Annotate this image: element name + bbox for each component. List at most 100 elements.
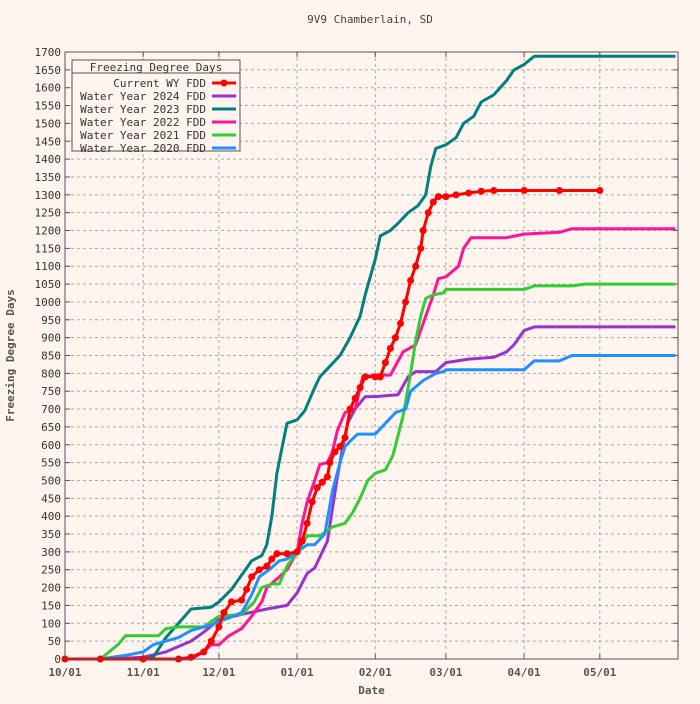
data-point	[227, 598, 235, 606]
data-point	[412, 262, 420, 270]
data-point	[371, 373, 379, 381]
data-point	[490, 187, 498, 195]
data-point	[273, 550, 281, 558]
data-point	[341, 434, 349, 442]
data-point	[318, 478, 326, 486]
plot-area: 0 50 100 150 200 250 300 350 400 450 500 550 600 650 7…	[35, 46, 679, 679]
y-tick-label: 750	[41, 385, 61, 398]
data-point	[442, 193, 450, 201]
data-point	[419, 227, 427, 235]
data-point	[429, 198, 437, 206]
data-point	[323, 473, 331, 481]
data-point	[452, 191, 460, 199]
data-point	[187, 653, 195, 661]
data-point	[361, 373, 369, 381]
data-point	[356, 384, 364, 392]
y-tick-label: 450	[41, 492, 61, 505]
y-tick-label: 150	[41, 599, 61, 612]
data-point	[220, 609, 228, 617]
x-tick-label: 12/01	[202, 666, 235, 679]
y-tick-label: 1050	[35, 278, 62, 291]
data-point	[243, 585, 251, 593]
data-point	[417, 244, 425, 252]
data-point	[351, 394, 359, 402]
x-tick-label: 01/01	[281, 666, 314, 679]
y-tick-label: 850	[41, 350, 61, 363]
y-tick-label: 1200	[35, 225, 62, 238]
data-point	[520, 187, 528, 195]
y-tick-label: 1150	[35, 242, 62, 255]
data-point	[477, 187, 485, 195]
y-tick-label: 300	[41, 546, 61, 559]
y-tick-label: 1500	[35, 117, 62, 130]
plot-frame	[64, 51, 679, 660]
legend-entry-label: Water Year 2024 FDD	[80, 90, 206, 103]
y-tick-label: 400	[41, 510, 61, 523]
series-water-year-2022-fdd	[65, 227, 676, 661]
legend-entry-label: Water Year 2021 FDD	[80, 129, 206, 142]
data-point	[376, 373, 384, 381]
data-point	[283, 550, 291, 558]
y-tick-label: 1450	[35, 135, 62, 148]
y-tick-label: 1300	[35, 189, 62, 202]
y-axis-label: Freezing Degree Days	[4, 289, 17, 421]
data-point	[386, 344, 394, 352]
legend-title: Freezing Degree Days	[90, 61, 222, 74]
data-point	[331, 448, 339, 456]
y-tick-label: 1000	[35, 296, 62, 309]
data-point	[555, 187, 563, 195]
y-tick-label: 900	[41, 332, 61, 345]
y-tick-label: 550	[41, 457, 61, 470]
y-tick-label: 0	[54, 653, 61, 666]
data-point	[215, 623, 223, 631]
data-point	[263, 562, 271, 570]
y-tick-label: 1400	[35, 153, 62, 166]
x-tick-label: 02/01	[359, 666, 392, 679]
legend: Freezing Degree Days Current WY FDDWater…	[71, 59, 241, 155]
data-point	[293, 548, 301, 556]
data-point	[255, 566, 263, 574]
data-point	[434, 193, 442, 201]
legend-entry-label: Water Year 2020 FDD	[80, 142, 206, 155]
x-tick-label: 03/01	[429, 666, 462, 679]
data-point	[336, 443, 344, 451]
y-tick-label: 50	[48, 635, 61, 648]
series-line	[65, 282, 676, 661]
y-tick-label: 1250	[35, 207, 62, 220]
data-point	[346, 405, 354, 413]
data-point	[268, 555, 276, 563]
data-point	[238, 596, 246, 604]
y-tick-label: 1550	[35, 100, 62, 113]
legend-marker	[220, 79, 228, 87]
data-point	[424, 209, 432, 217]
legend-entry-label: Current WY FDD	[113, 77, 206, 90]
series-line	[65, 354, 676, 661]
data-point	[391, 334, 399, 342]
data-point	[313, 484, 321, 492]
legend-entry-label: Water Year 2023 FDD	[80, 103, 206, 116]
series-line	[65, 54, 676, 661]
y-tick-label: 200	[41, 582, 61, 595]
y-tick-label: 1100	[35, 260, 62, 273]
series-current-wy-fdd	[61, 187, 604, 663]
y-tick-label: 350	[41, 528, 61, 541]
x-tick-label: 10/01	[48, 666, 81, 679]
data-point	[298, 537, 306, 545]
data-point	[465, 189, 473, 197]
chart-title: 9V9 Chamberlain, SD	[307, 13, 433, 26]
series-line	[65, 227, 676, 661]
data-point	[407, 277, 415, 285]
y-axis-ticks: 0 50 100 150 200 250 300 350 400 450 500 550 600 650 7…	[35, 46, 678, 666]
x-axis-ticks: 10/01 11/01 12/01 01/01 02/01 03/01 04/01 05/01	[48, 52, 617, 679]
y-tick-label: 600	[41, 439, 61, 452]
y-tick-label: 1350	[35, 171, 62, 184]
y-tick-label: 1700	[35, 46, 62, 59]
data-point	[200, 648, 208, 656]
y-tick-label: 700	[41, 403, 61, 416]
data-point	[308, 498, 316, 506]
data-point	[207, 637, 215, 645]
data-point	[303, 519, 311, 527]
